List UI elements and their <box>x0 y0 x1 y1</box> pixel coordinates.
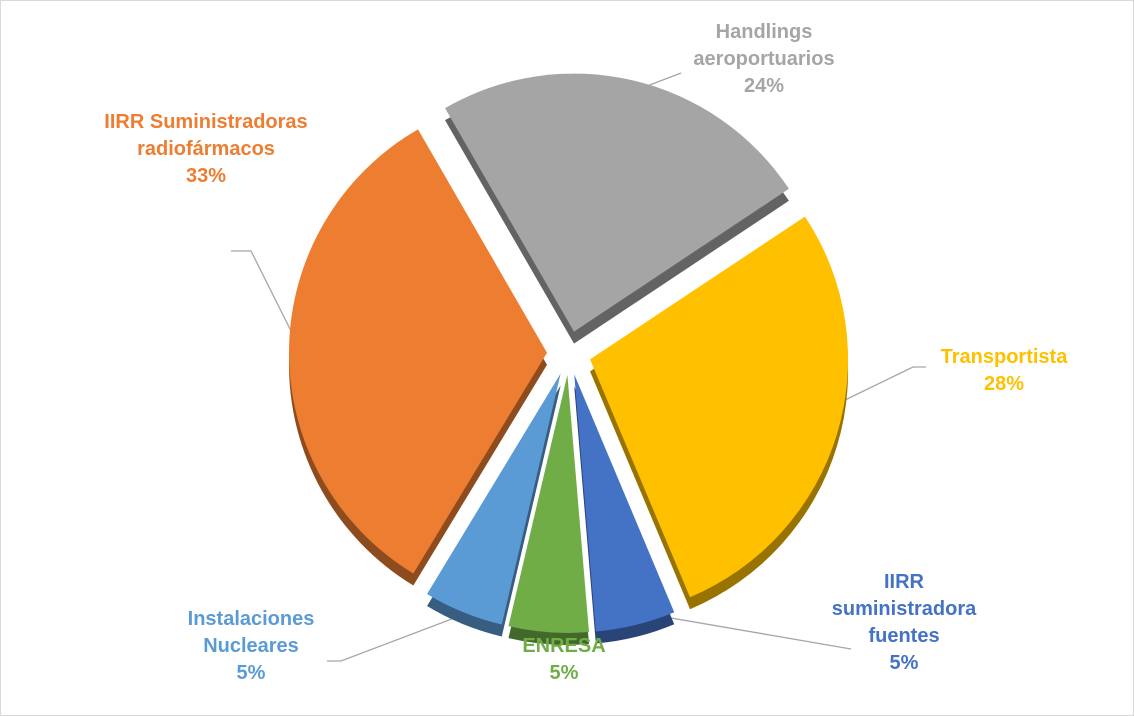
category-label: Transportista <box>940 346 1068 368</box>
data-label: ENRESA 5% <box>494 633 634 687</box>
data-label: IIRR Suministradoras radiofármacos 33% <box>71 109 341 190</box>
leader-line <box>231 250 302 352</box>
slice <box>508 374 589 633</box>
slice <box>590 216 849 598</box>
slice <box>289 129 548 574</box>
leader-line <box>327 605 487 662</box>
value-label: 5% <box>889 652 919 674</box>
value-label: 24% <box>743 75 785 97</box>
data-label: Transportista 28% <box>914 344 1094 398</box>
slice <box>445 73 789 332</box>
data-label: Handlings aeroportuarios 24% <box>664 19 864 100</box>
value-label: 5% <box>549 662 579 684</box>
slice <box>427 373 561 625</box>
category-label: IIRR Suministradoras radiofármacos <box>104 111 308 160</box>
category-label: Instalaciones Nucleares <box>187 608 315 657</box>
data-label: IIRR suministradora fuentes 5% <box>829 569 979 677</box>
category-label: IIRR suministradora fuentes <box>831 571 977 647</box>
value-label: 33% <box>185 165 227 187</box>
leader-line <box>842 366 926 402</box>
category-label: Handlings aeroportuarios <box>693 21 835 70</box>
slice <box>574 374 675 632</box>
data-label: Instalaciones Nucleares 5% <box>169 606 334 687</box>
value-label: 5% <box>236 662 266 684</box>
slices <box>289 73 849 645</box>
category-label: ENRESA <box>522 635 606 657</box>
value-label: 28% <box>983 373 1025 395</box>
